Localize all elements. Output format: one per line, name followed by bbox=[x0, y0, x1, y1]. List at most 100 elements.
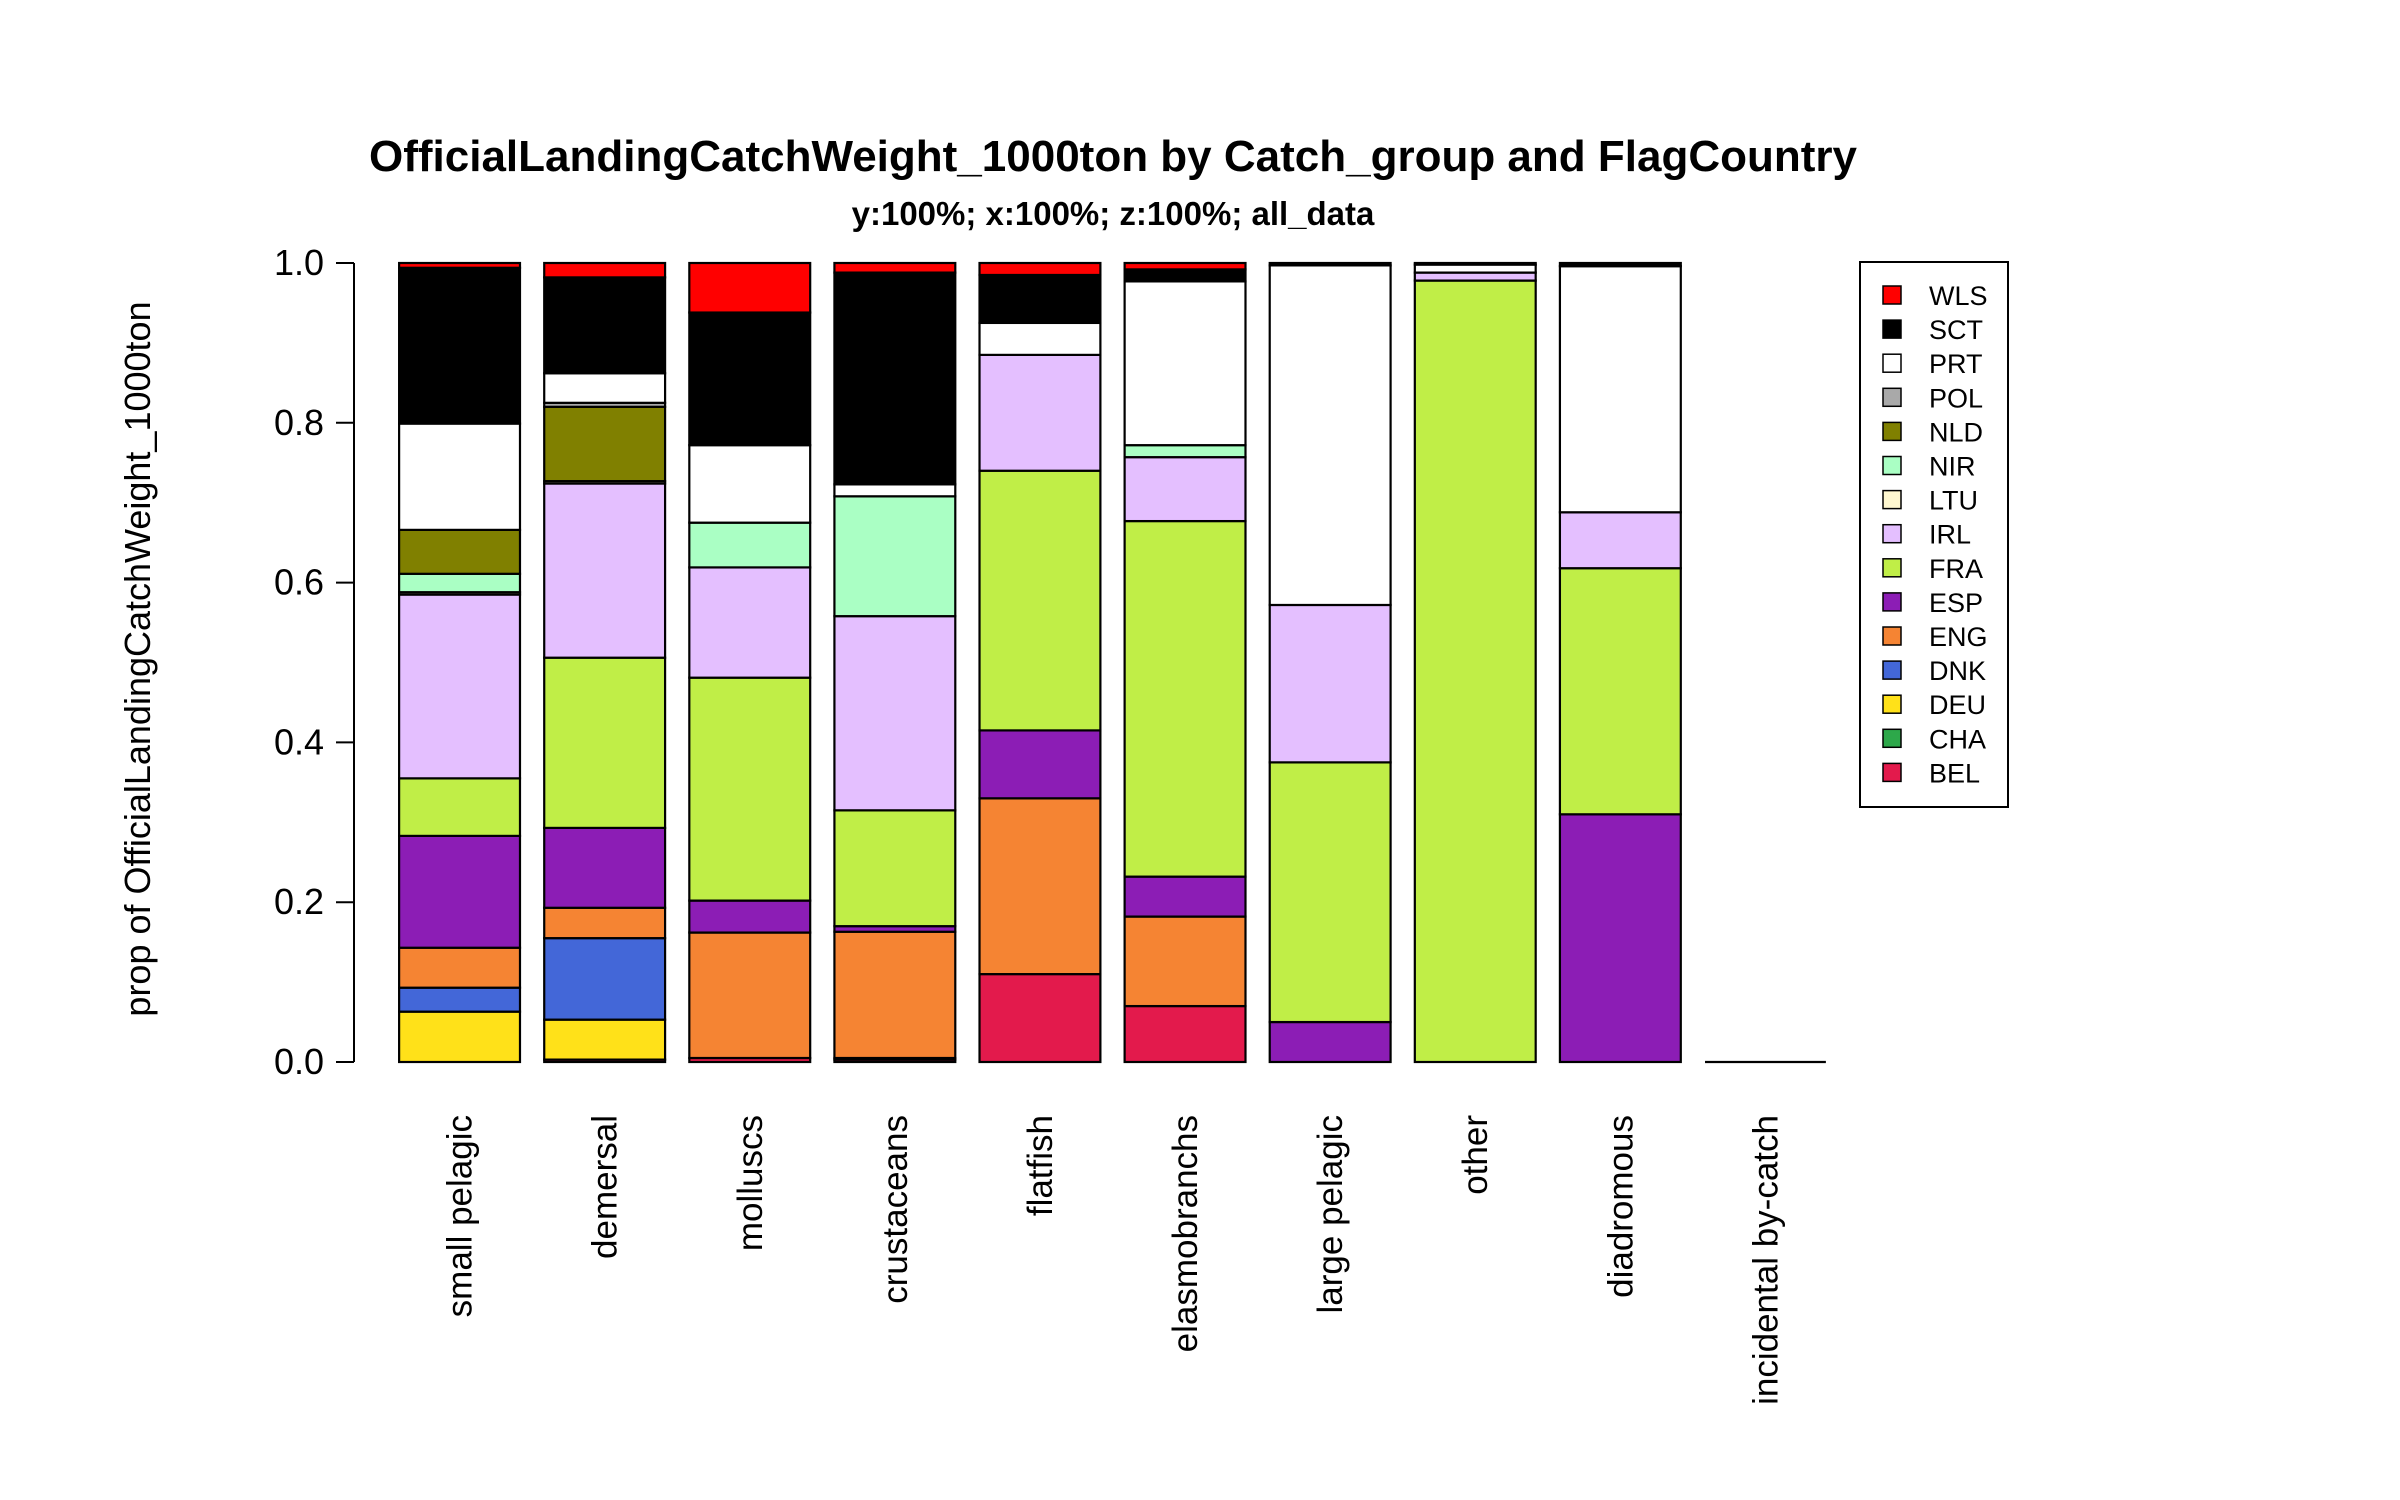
bar-segment-wls-0 bbox=[398, 261, 522, 269]
legend-label-wls: WLS bbox=[1929, 281, 1988, 311]
legend-swatch-eng bbox=[1882, 626, 1902, 646]
legend-label-dnk: DNK bbox=[1929, 656, 1986, 686]
bar-segment-sct-4 bbox=[978, 273, 1102, 325]
bar-segment-esp-0 bbox=[398, 834, 522, 949]
legend-label-sct: SCT bbox=[1929, 315, 1983, 345]
legend-label-irl: IRL bbox=[1929, 520, 1971, 550]
x-category-label: other bbox=[1456, 1115, 1495, 1195]
x-category-label: small pelagic bbox=[441, 1115, 480, 1317]
y-axis-label: prop of OfficialLandingCatchWeight_1000t… bbox=[117, 301, 158, 1016]
bar-segment-nld-0 bbox=[398, 528, 522, 575]
bar-segment-irl-3 bbox=[833, 615, 957, 812]
bar-segment-bel-5 bbox=[1123, 1004, 1247, 1064]
bar-segment-eng-1 bbox=[543, 906, 667, 940]
bar-segment-wls-3 bbox=[833, 261, 957, 274]
legend-swatch-nld bbox=[1882, 421, 1902, 442]
legend-swatch-dnk bbox=[1882, 660, 1902, 680]
legend-swatch-prt bbox=[1882, 353, 1902, 373]
legend-label-cha: CHA bbox=[1929, 724, 1986, 754]
bar-segment-sct-7 bbox=[1413, 261, 1537, 266]
bar-segment-irl-0 bbox=[398, 593, 522, 780]
bar-segment-nir-5 bbox=[1123, 444, 1247, 459]
bar-segment-dnk-0 bbox=[398, 986, 522, 1013]
bar-segment-esp-5 bbox=[1123, 875, 1247, 918]
bar-segment-irl-6 bbox=[1268, 603, 1392, 764]
chart-subtitle: y:100%; x:100%; z:100%; all_data bbox=[852, 195, 1375, 232]
x-category-label: demersal bbox=[586, 1115, 625, 1259]
bar-segment-wls-4 bbox=[978, 261, 1102, 277]
bar-segment-deu-1 bbox=[543, 1018, 667, 1061]
bar-segment-nir-3 bbox=[833, 495, 957, 618]
bar-segment-prt-1 bbox=[543, 372, 667, 404]
bar-segment-irl-2 bbox=[688, 566, 812, 679]
bar-segment-nir-0 bbox=[398, 572, 522, 594]
legend-swatch-bel bbox=[1882, 762, 1902, 783]
bar-segment-prt-7 bbox=[1413, 263, 1537, 274]
bar-segment-eng-0 bbox=[398, 946, 522, 989]
bar-segment-eng-2 bbox=[688, 931, 812, 1060]
legend: WLS SCT PRT POL NLD NIR LTU IRL FRA ESP ENG DNK DEU C… bbox=[1859, 261, 2009, 808]
bar-segment-prt-0 bbox=[398, 422, 522, 531]
bar-segment-irl-1 bbox=[543, 482, 667, 659]
bar-segment-fra-0 bbox=[398, 777, 522, 837]
bar-segment-prt-4 bbox=[978, 321, 1102, 356]
bar-segment-nir-2 bbox=[688, 521, 812, 569]
bars bbox=[398, 261, 1826, 1064]
bar-segment-eng-3 bbox=[833, 930, 957, 1060]
bar-segment-esp-2 bbox=[688, 899, 812, 934]
legend-swatch-esp bbox=[1882, 592, 1902, 612]
legend-swatch-nir bbox=[1882, 455, 1902, 476]
y-tick-label: 0.8 bbox=[274, 402, 324, 443]
bar-segment-eng-4 bbox=[978, 797, 1102, 976]
bar-segment-esp-1 bbox=[543, 826, 667, 909]
legend-swatch-deu bbox=[1882, 694, 1902, 714]
legend-label-bel: BEL bbox=[1929, 758, 1980, 788]
bar-segment-esp-4 bbox=[978, 729, 1102, 800]
legend-label-pol: POL bbox=[1929, 383, 1983, 413]
y-tick-label: 0.2 bbox=[274, 881, 324, 922]
x-category-label: flatfish bbox=[1021, 1115, 1060, 1216]
bar-segment-prt-2 bbox=[688, 444, 812, 524]
y-tick-label: 0.4 bbox=[274, 721, 324, 762]
bar-segment-irl-4 bbox=[978, 353, 1102, 472]
bar-segment-prt-8 bbox=[1558, 265, 1682, 514]
bar-segment-fra-5 bbox=[1123, 519, 1247, 878]
chart-title: OfficialLandingCatchWeight_1000ton by Ca… bbox=[369, 132, 1858, 181]
bar-segment-fra-8 bbox=[1558, 567, 1682, 816]
bar-segment-irl-5 bbox=[1123, 456, 1247, 523]
legend-label-nld: NLD bbox=[1929, 417, 1983, 447]
bar-segment-sct-8 bbox=[1558, 261, 1682, 268]
bar-segment-sct-5 bbox=[1123, 268, 1247, 283]
x-axis-labels: small pelagic demersal molluscs crustaceans… bbox=[441, 1115, 1786, 1405]
legend-swatch-cha bbox=[1882, 728, 1902, 749]
x-category-label: molluscs bbox=[731, 1115, 770, 1251]
y-tick-label: 1.0 bbox=[274, 242, 324, 283]
bar-segment-esp-8 bbox=[1558, 813, 1682, 1064]
bar-segment-sct-0 bbox=[398, 266, 522, 425]
x-category-label: crustaceans bbox=[876, 1115, 915, 1304]
legend-label-esp: ESP bbox=[1929, 588, 1983, 618]
bar-segment-sct-6 bbox=[1268, 261, 1392, 267]
y-tick-label: 0.6 bbox=[274, 562, 324, 603]
bar-segment-irl-8 bbox=[1558, 511, 1682, 570]
bar-segment-deu-0 bbox=[398, 1010, 522, 1064]
legend-label-nir: NIR bbox=[1929, 452, 1976, 482]
bar-segment-eng-5 bbox=[1123, 915, 1247, 1008]
bar-segment-fra-6 bbox=[1268, 761, 1392, 1024]
legend-swatch-pol bbox=[1882, 387, 1902, 408]
x-category-label: incidental by-catch bbox=[1746, 1115, 1785, 1405]
bar-segment-wls-2 bbox=[688, 261, 812, 314]
legend-swatch-sct bbox=[1882, 319, 1902, 339]
bar-segment-fra-7 bbox=[1413, 279, 1537, 1064]
bar-segment-prt-6 bbox=[1268, 264, 1392, 607]
legend-label-deu: DEU bbox=[1929, 690, 1986, 720]
bar-segment-nld-1 bbox=[543, 405, 667, 483]
legend-label-fra: FRA bbox=[1929, 554, 1983, 584]
bar-segment-wls-5 bbox=[1123, 261, 1247, 271]
bar-segment-esp-6 bbox=[1268, 1020, 1392, 1064]
x-category-label: diadromous bbox=[1601, 1115, 1640, 1298]
bar-segment-irl-7 bbox=[1413, 271, 1537, 282]
bar-segment-fra-1 bbox=[543, 656, 667, 830]
bar-segment-sct-2 bbox=[688, 311, 812, 447]
